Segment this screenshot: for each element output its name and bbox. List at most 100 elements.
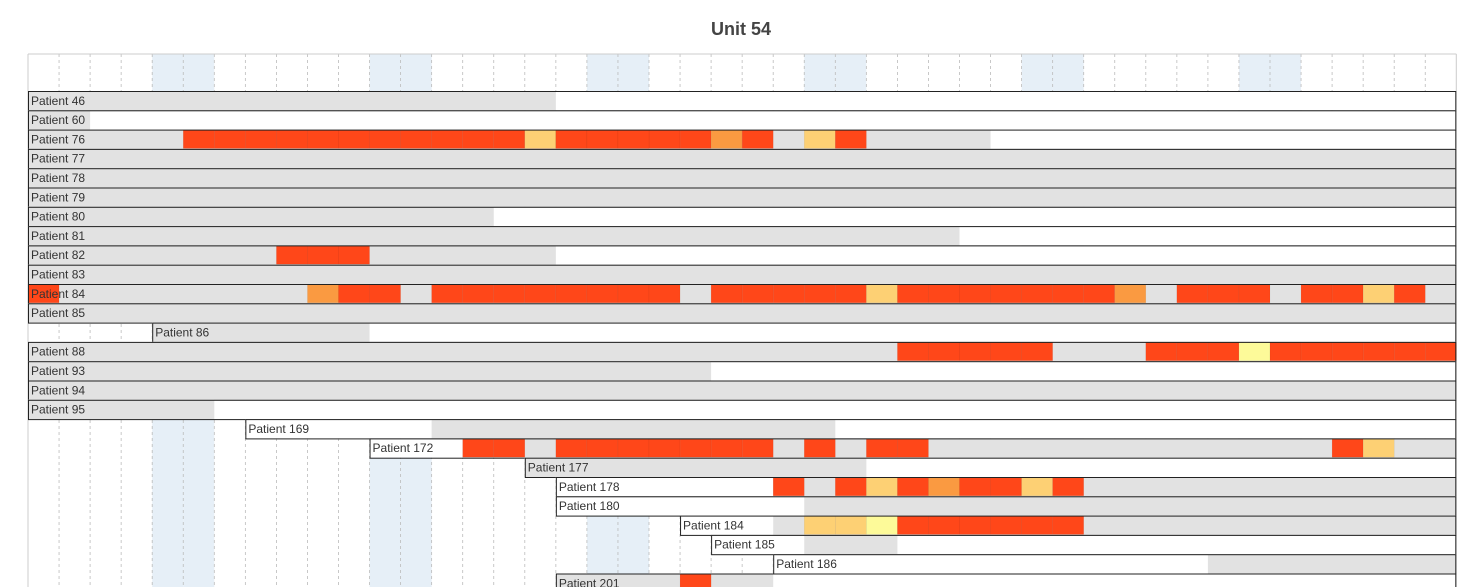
patient-row: Patient 82 <box>28 245 1457 266</box>
patient-row: Patient 177 <box>524 457 1457 479</box>
intensity-cell <box>1176 284 1209 304</box>
patient-row: Patient 81 <box>28 226 1457 247</box>
intensity-cell <box>772 284 805 304</box>
stay-bar <box>152 322 370 342</box>
patient-label: Patient 80 <box>31 210 85 224</box>
stay-bar <box>28 341 1457 362</box>
intensity-cell <box>555 284 588 304</box>
intensity-cell <box>835 515 867 535</box>
patient-row: Patient 46 <box>28 91 1457 112</box>
intensity-cell <box>493 284 526 304</box>
intensity-cell <box>990 342 1022 361</box>
patient-label: Patient 85 <box>31 306 85 320</box>
patient-row: Patient 84 <box>27 284 1457 305</box>
intensity-cell <box>1083 284 1115 304</box>
intensity-cell <box>866 438 898 458</box>
intensity-cell <box>1393 342 1426 361</box>
intensity-cell <box>897 515 929 535</box>
intensity-cell <box>1176 342 1209 361</box>
intensity-cell <box>1052 284 1084 304</box>
stay-bar <box>28 303 1457 323</box>
stay-bar <box>28 168 1457 188</box>
patient-label: Patient 184 <box>683 518 744 532</box>
intensity-cell <box>369 129 401 149</box>
intensity-cell <box>1052 515 1084 535</box>
intensity-cell <box>307 129 339 149</box>
chart-title: Unit 54 <box>710 19 771 39</box>
intensity-cell <box>276 245 308 265</box>
patient-label: Patient 180 <box>559 499 620 513</box>
patient-row: Patient 169 <box>245 419 1457 440</box>
intensity-cell <box>586 284 619 304</box>
intensity-cell <box>835 477 867 497</box>
intensity-cell <box>648 129 681 149</box>
row-background <box>152 322 1457 342</box>
patient-row: Patient 178 <box>555 477 1457 498</box>
intensity-cell <box>1238 284 1271 304</box>
patient-label: Patient 76 <box>31 132 85 146</box>
stay-bar <box>431 419 836 439</box>
patient-row: Patient 86 <box>152 322 1457 343</box>
intensity-cell <box>928 284 960 304</box>
intensity-cell <box>928 477 960 497</box>
intensity-cell <box>710 129 743 149</box>
intensity-cell <box>1362 284 1395 304</box>
intensity-cell <box>586 438 619 458</box>
intensity-cell <box>338 245 370 265</box>
patient-row: Patient 85 <box>28 303 1457 324</box>
intensity-cell <box>710 438 743 458</box>
intensity-cell <box>990 284 1022 304</box>
patient-label: Patient 81 <box>31 229 85 243</box>
intensity-cell <box>617 438 650 458</box>
intensity-cell <box>1362 342 1395 361</box>
patient-row: Patient 184 <box>680 515 1457 536</box>
intensity-cell <box>1021 342 1053 361</box>
patient-label: Patient 84 <box>31 287 85 301</box>
patient-row: Patient 77 <box>28 148 1457 170</box>
intensity-cell <box>617 129 650 149</box>
intensity-cell <box>866 515 898 535</box>
intensity-cell <box>1362 438 1395 458</box>
intensity-cell <box>835 284 867 304</box>
intensity-cell <box>431 129 463 149</box>
intensity-cell <box>741 129 774 149</box>
stay-bar <box>28 399 215 420</box>
intensity-cell <box>679 438 712 458</box>
intensity-cell <box>679 573 712 587</box>
intensity-cell <box>1114 284 1147 304</box>
intensity-cell <box>524 284 557 304</box>
intensity-cell <box>897 342 929 361</box>
patient-label: Patient 94 <box>31 383 85 397</box>
patient-row: Patient 80 <box>28 206 1457 228</box>
intensity-cell <box>959 342 991 361</box>
patient-label: Patient 82 <box>31 248 85 262</box>
intensity-cell <box>928 342 960 361</box>
stay-bar <box>1207 554 1457 574</box>
intensity-cell <box>555 438 588 458</box>
intensity-cell <box>1331 284 1364 304</box>
row-background <box>28 399 1457 420</box>
patient-label: Patient 185 <box>714 538 775 552</box>
stay-bar <box>28 187 1457 207</box>
patient-row: Patient 60 <box>28 110 1457 131</box>
intensity-cell <box>338 284 370 304</box>
stay-bar <box>524 457 867 477</box>
intensity-cell <box>928 515 960 535</box>
patient-label: Patient 93 <box>31 364 85 378</box>
intensity-cell <box>648 284 681 304</box>
intensity-cell <box>1207 342 1240 361</box>
stay-bar <box>28 264 1457 284</box>
patient-row: Patient 78 <box>28 168 1457 189</box>
patient-label: Patient 60 <box>31 113 85 127</box>
intensity-cell <box>1207 284 1240 304</box>
patient-label: Patient 88 <box>31 345 85 359</box>
patient-row: Patient 185 <box>711 534 1457 556</box>
intensity-cell <box>835 129 867 149</box>
intensity-cell <box>307 245 339 265</box>
intensity-cell <box>897 477 929 497</box>
intensity-cell <box>679 129 712 149</box>
intensity-cell <box>897 284 929 304</box>
intensity-cell <box>431 284 463 304</box>
intensity-cell <box>1021 284 1053 304</box>
patient-row: Patient 201 <box>555 573 1457 587</box>
